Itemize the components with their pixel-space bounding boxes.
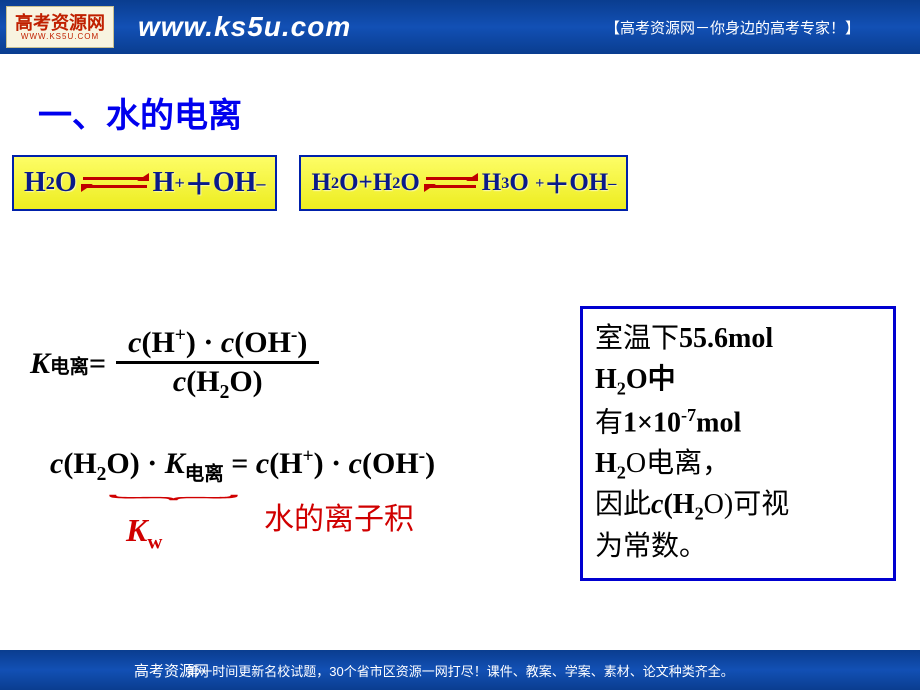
eq-text: O [509,169,528,197]
ion-product-label: 水的离子积 [264,494,414,538]
sup: + [175,325,186,346]
info-text: H [595,364,617,395]
sym-K: K [165,447,185,480]
sym-c: c [221,326,234,359]
sym-c: c [256,447,269,480]
equation-1: H2O H+ ＋ OH– [24,163,265,203]
fraction-denominator: c(H2O) [161,364,275,404]
sym-c: c [128,326,141,359]
eq-text: O [400,169,419,197]
equation-row: H2O H+ ＋ OH– H2O + H2O H3O + ＋ OH– [12,155,920,211]
eq-plus: + [359,169,373,197]
info-text: 55.6mol [679,323,773,354]
info-text: H [595,448,617,479]
txt: (H [141,326,174,359]
eq-text: H [482,169,501,197]
eq-text: H [153,167,175,199]
kw-annotation: ︸ Kw 水的离子积 [50,488,550,532]
sub: 2 [617,462,626,482]
sub: 2 [97,464,107,485]
txt: ) [297,326,307,359]
footer-bar: 高考资源网 第一时间更新名校试题，30个省市区资源一网打尽！课件、教案、学案、素… [0,650,920,690]
kw-definition-equation: c(H2O) · K电离 = c(H+) · c(OH-) [50,446,550,486]
sym-K: K [126,512,147,548]
info-box: 室温下55.6mol H2O中 有1×10-7mol H2O电离， 因此c(H2… [580,306,896,581]
header-tagline: 【高考资源网－你身边的高考专家！】 [605,17,860,38]
sub: w [147,531,162,554]
sym-c: c [50,447,63,480]
sup: + [303,446,314,467]
eq-sub: 2 [392,174,400,193]
slide-content: 一、水的电离 H2O H+ ＋ OH– H2O + H2O H3O + ＋ OH… [0,54,920,650]
logo-text: 高考资源网 [15,14,105,32]
sub: 2 [695,504,704,524]
kw-symbol: Kw [126,512,162,554]
txt: O) · [106,447,164,480]
info-text: O电离， [626,448,730,479]
math-derivation: K电离 = c(H+) · c(OH-) c(H2O) c(H2O) · K电离… [30,324,550,532]
eq-text: H [373,169,392,197]
eq-text: O [339,169,358,197]
sup: -7 [681,405,696,425]
info-text: 室温下 [595,323,679,354]
fraction: c(H+) · c(OH-) c(H2O) [116,324,319,404]
sub: 2 [220,382,230,403]
k-ionization-equation: K电离 = c(H+) · c(OH-) c(H2O) [30,324,550,404]
eq-sup: – [608,174,616,193]
eq-text: OH [569,169,608,197]
eq-sup: – [256,173,265,194]
info-text: O中 [626,364,676,395]
eq-text: O [55,167,77,199]
header-bar: 高考资源网 WWW.KS5U.COM www.ks5u.com 【高考资源网－你… [0,0,920,54]
fraction-numerator: c(H+) · c(OH-) [116,324,319,361]
txt: ) [425,447,435,480]
sub: 2 [617,378,626,398]
info-text: O)可视 [704,489,790,520]
section-title: 一、水的电离 [38,88,920,137]
info-text: mol [696,407,741,438]
txt: ) · [314,447,349,480]
txt: (OH [234,326,291,359]
equation-box-2: H2O + H2O H3O + ＋ OH– [299,155,628,211]
info-text: 为常数。 [595,531,707,562]
txt: O) [229,365,262,398]
info-text: 1×10 [623,407,681,438]
txt: ) · [186,326,221,359]
sym-K: K [30,347,50,381]
footer-text: 第一时间更新名校试题，30个省市区资源一网打尽！课件、教案、学案、素材、论文种类… [186,661,733,680]
equation-box-1: H2O H+ ＋ OH– [12,155,277,211]
logo-subtext: WWW.KS5U.COM [21,32,99,41]
eq-sub: 2 [331,174,339,193]
sym-sub: 电离 [50,350,89,379]
eq-sub: 3 [501,174,509,193]
sym-c: c [349,447,362,480]
info-text: 因此 [595,489,651,520]
sym-eq: = [89,347,106,381]
eq-plus: ＋ [544,165,569,201]
sym-sub: 电离 [185,464,224,485]
eq-plus: ＋ [185,163,213,203]
info-text: (H [663,489,694,520]
eq-text: H [311,169,330,197]
equilibrium-arrow-icon [426,171,476,195]
eq-sub: 2 [46,173,55,194]
txt: (OH [362,447,419,480]
eq-text: OH [213,167,257,199]
footer-brand: 高考资源网 [134,660,209,681]
txt: (H [269,447,302,480]
eq-text: H [24,167,46,199]
equilibrium-arrow-icon [83,171,147,195]
sym-c: c [173,365,186,398]
sym-c: c [651,489,663,520]
info-text: 有 [595,407,623,438]
equation-2: H2O + H2O H3O + ＋ OH– [311,165,616,201]
txt: (H [63,447,96,480]
logo: 高考资源网 WWW.KS5U.COM [6,6,114,48]
eq-sup: + [535,174,544,193]
txt: (H [186,365,219,398]
header-url: www.ks5u.com [138,11,351,43]
eq-sup: + [174,173,184,194]
sym-eq: = [224,447,256,480]
